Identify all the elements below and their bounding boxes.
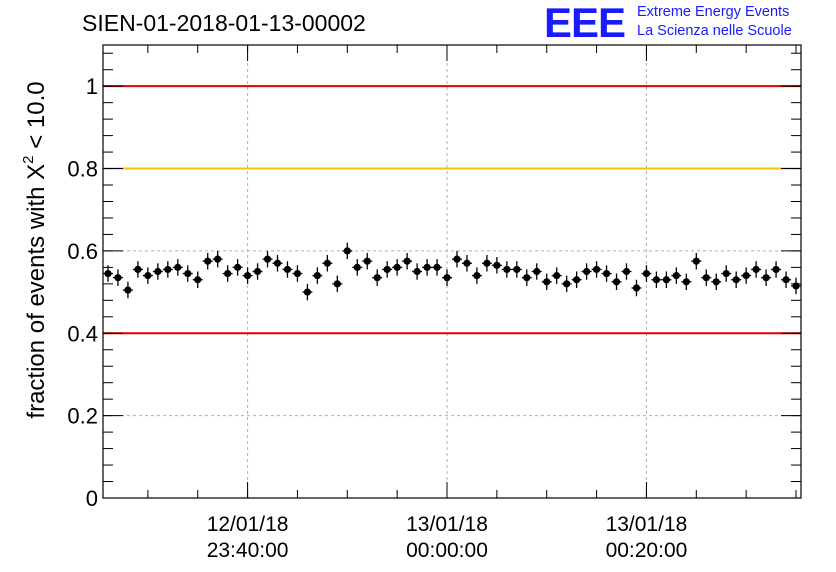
data-point: [752, 265, 760, 274]
x-tick-label-date: 12/01/18: [207, 513, 289, 536]
y-tick-label: 0.6: [67, 239, 98, 264]
data-point: [642, 269, 651, 278]
data-point: [383, 265, 391, 274]
x-tick-label-date: 13/01/18: [406, 513, 488, 536]
data-point: [782, 276, 790, 284]
logo-line-2: La Scienza nelle Scuole: [637, 23, 792, 39]
data-point: [154, 267, 162, 276]
plot-frame: [102, 44, 802, 499]
data-point: [333, 280, 341, 288]
data-point: [313, 272, 321, 280]
x-axis-tick-labels: 12/01/18 23:40:00 13/01/18 00:00:00 13/01/18…: [207, 513, 688, 562]
data-point: [413, 267, 421, 276]
data-point: [124, 286, 132, 294]
data-point: [204, 257, 212, 265]
axis-ticks: [103, 45, 801, 499]
data-point: [762, 274, 770, 282]
data-point: [104, 269, 112, 278]
data-point: [523, 274, 531, 282]
data-point: [463, 259, 471, 267]
data-point: [692, 257, 700, 265]
data-point: [503, 265, 511, 274]
y-axis-title-main: fraction of events with: [23, 180, 50, 419]
data-point: [612, 278, 621, 286]
data-point: [323, 259, 331, 267]
data-points: [103, 242, 801, 301]
chart-title: SIEN-01-2018-01-13-00002: [82, 10, 366, 36]
data-point: [722, 269, 730, 278]
y-tick-label: 1: [86, 74, 98, 99]
data-point: [243, 272, 252, 280]
x-tick-label-time: 00:00:00: [406, 539, 488, 562]
data-point: [293, 269, 302, 278]
data-point: [174, 263, 182, 271]
data-point: [622, 267, 631, 276]
data-point: [343, 247, 351, 255]
eee-logo-letters: EEE: [544, 0, 626, 46]
data-point: [533, 267, 541, 276]
y-axis-title-tail: < 10.0: [23, 81, 50, 155]
data-point: [114, 274, 122, 282]
data-point: [134, 265, 142, 274]
data-point: [224, 269, 232, 278]
data-point: [712, 278, 720, 286]
y-tick-label: 0.2: [67, 404, 98, 429]
data-point: [672, 272, 680, 280]
y-tick-label: 0: [86, 486, 98, 511]
data-point: [573, 276, 581, 284]
data-point: [563, 280, 571, 288]
data-point: [363, 257, 371, 265]
eee-logo-text: Extreme Energy Events La Scienza nelle S…: [637, 3, 792, 41]
x-tick-label-time: 00:20:00: [606, 539, 688, 562]
data-point: [403, 257, 411, 265]
y-axis-title: fraction of events with X2 < 10.0: [20, 81, 50, 418]
logo-line-1: Extreme Energy Events: [637, 4, 790, 20]
data-point: [433, 263, 441, 271]
data-point: [513, 265, 521, 274]
data-point: [443, 274, 451, 282]
data-point: [273, 259, 282, 267]
data-point: [303, 288, 312, 296]
data-point: [652, 276, 661, 284]
data-point: [592, 265, 601, 274]
data-point: [473, 272, 481, 280]
data-point: [732, 276, 740, 284]
data-point: [602, 269, 611, 278]
data-point: [553, 272, 561, 280]
data-point: [702, 274, 710, 282]
data-point: [682, 278, 690, 286]
y-axis-title-superscript: 2: [20, 155, 37, 163]
data-point: [543, 278, 551, 286]
data-point: [483, 259, 491, 267]
data-point: [373, 274, 381, 282]
data-point: [263, 255, 272, 263]
data-point: [214, 255, 222, 263]
data-point: [662, 276, 670, 284]
y-tick-label: 0.4: [67, 321, 98, 346]
data-point: [632, 284, 641, 292]
data-point: [234, 263, 242, 271]
data-point: [423, 263, 431, 271]
data-point: [353, 263, 361, 271]
data-point: [583, 267, 591, 276]
data-point: [493, 261, 501, 269]
data-point: [144, 272, 152, 280]
data-point: [194, 276, 202, 284]
data-point: [453, 255, 461, 263]
data-point: [742, 272, 750, 280]
y-tick-label: 0.8: [67, 157, 98, 182]
data-point: [164, 265, 172, 274]
reference-lines: [103, 85, 801, 335]
data-point: [772, 265, 780, 274]
data-point: [283, 265, 292, 274]
x-tick-label-date: 13/01/18: [606, 513, 688, 536]
x-tick-label-time: 23:40:00: [207, 539, 289, 562]
data-point: [393, 263, 401, 271]
y-axis-tick-labels: 0 0.2 0.4 0.6 0.8 1: [67, 74, 98, 511]
y-axis-title-symbol: X: [23, 164, 50, 180]
data-point: [184, 269, 192, 278]
data-point: [253, 267, 262, 276]
grid-lines: [103, 45, 801, 498]
